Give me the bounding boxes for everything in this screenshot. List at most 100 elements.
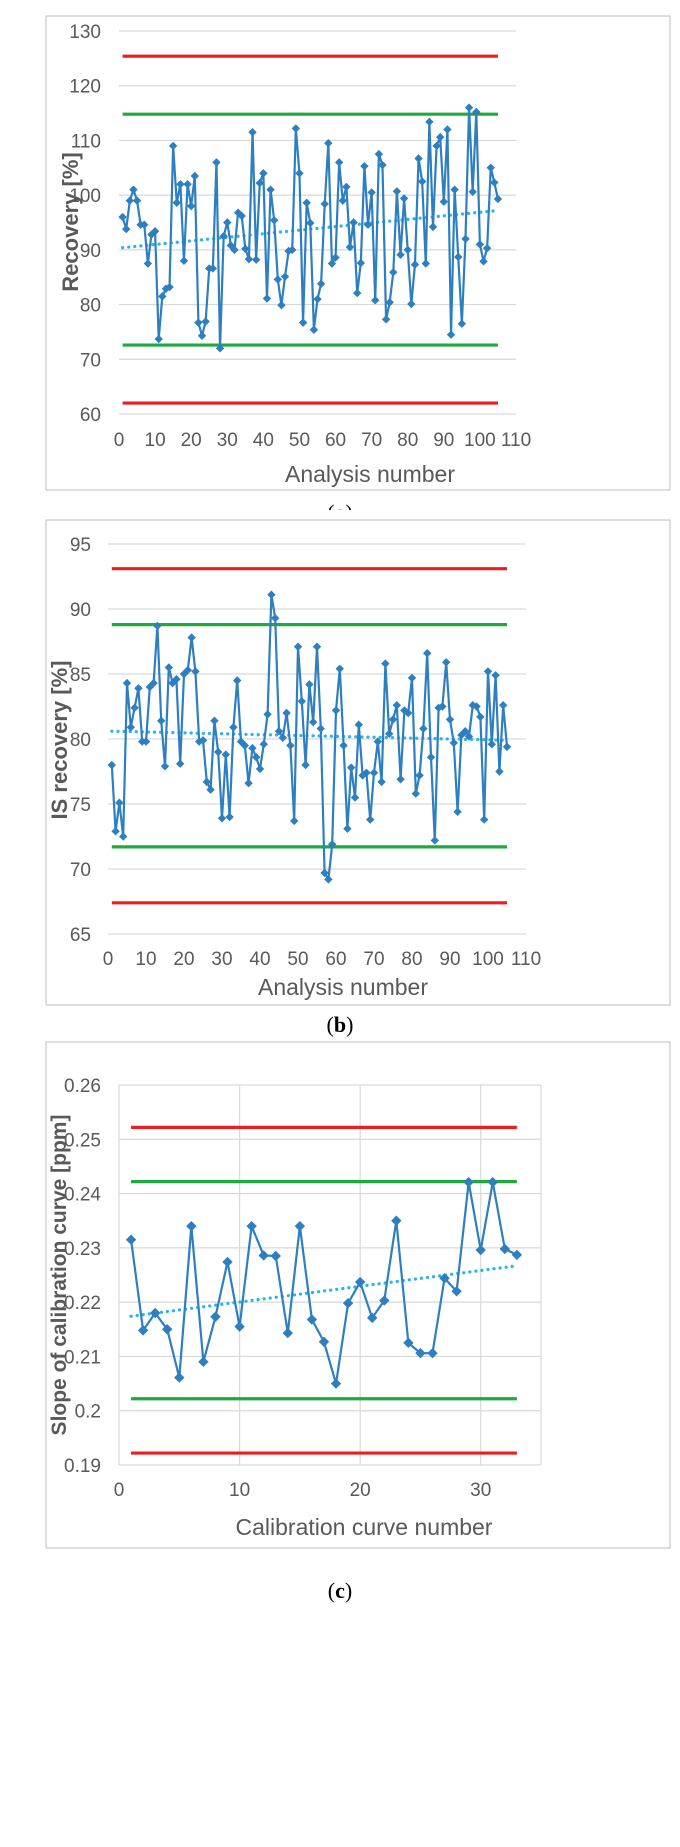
chart-a-point-100 [475,240,485,249]
chart-a-xticks: 0 10 20 30 40 50 60 70 80 90 100 110 [114,430,531,451]
chart-a-point-78 [396,250,405,259]
chart-a-xtick-label-11: 110 [501,430,531,451]
chart-b-point-34 [233,676,242,685]
chart-b-xtick-label-11: 110 [511,949,541,970]
chart-a-point-81 [407,299,416,309]
chart-a-point-92 [446,330,456,339]
chart-a-point-58 [324,138,333,148]
chart-a-point-3 [125,196,135,205]
chart-b-xtick-label-5: 50 [287,949,308,970]
chart-c-xtick-label-2: 20 [350,1480,371,1501]
chart-b-point-88 [438,702,447,711]
chart-a-point-57 [320,199,329,209]
chart-b-xtick-label-6: 60 [325,949,346,970]
chart-b-point-72 [377,777,386,787]
chart-a-point-73 [378,160,387,170]
chart-a-point-1 [118,212,127,222]
chart-a-point-27 [212,158,221,167]
chart-c-point-30 [475,1244,486,1256]
chart-b-point-64 [347,763,356,772]
chart-b-caption: (b) [327,1012,354,1037]
chart-b-point-62 [339,741,348,750]
chart-c-ytick-label-3: 0.22 [64,1293,101,1314]
chart-c-caption-label: c [335,1578,345,1603]
chart-a-point-76 [389,268,398,277]
chart-a-point-95 [457,319,467,328]
chart-a-point-80 [403,245,412,255]
chart-a-point-38 [251,255,261,264]
chart-a-point-18 [179,256,189,265]
chart-b-point-75 [388,715,398,724]
chart-c-xtick-label-3: 30 [470,1480,491,1501]
chart-c-trend [129,1264,519,1318]
chart-a-point-9 [147,230,156,239]
chart-a-limits [122,54,498,405]
chart-b-ytick-label-5: 90 [70,600,91,621]
chart-a-point-22 [194,318,203,327]
chart-a-point-12 [158,292,167,301]
chart-a-ytick-label-3: 90 [80,241,101,262]
chart-a-point-74 [381,315,391,324]
chart-a-point-30 [223,218,232,227]
chart-c-point-13 [270,1250,281,1262]
chart-a-point-11 [154,334,163,344]
chart-a-ytick-label-1: 70 [80,350,101,371]
chart-c-point-5 [174,1372,185,1383]
chart-a-point-60 [331,253,340,262]
chart-b-point-1 [107,760,116,770]
chart-a-point-23 [197,331,207,340]
chart-a-point-59 [327,259,337,268]
chart-c: 0.190.20.210.220.230.240.250.26 0 10 20 30 … [45,1041,671,1603]
chart-a-point-15 [168,141,178,151]
chart-a-point-19 [183,180,192,189]
chart-c-ytick-label-5: 0.24 [64,1185,101,1206]
chart-a-point-54 [309,325,319,334]
chart-c-ylabel: Slope of calibration curve [ppm] [48,1115,71,1436]
chart-b-trend [110,729,509,742]
chart-a-point-52 [302,198,311,208]
chart-b-xtick-label-9: 90 [439,949,460,970]
chart-c-frame [45,1041,671,1549]
chart-b-point-58 [324,875,333,884]
chart-b-ytick-label-4: 85 [70,665,91,686]
chart-a-ytick-label-5: 110 [71,131,101,152]
chart-c-point-10 [234,1321,245,1332]
chart-a-ylabel: Recovery [%] [58,152,83,291]
chart-a-point-2 [122,224,131,234]
chart-a-point-98 [468,187,477,197]
chart-a-point-10 [150,227,160,236]
chart-b-point-36 [240,741,249,750]
chart-b-point-99 [480,815,489,824]
chart-a-point-29 [219,231,228,241]
chart-a-point-66 [353,288,362,298]
chart-a-xtick-label-1: 10 [145,430,166,451]
chart-a-point-8 [143,259,153,268]
chart-a-point-28 [215,344,225,353]
chart-a-point-16 [172,198,181,208]
chart-b-point-30 [217,814,227,823]
chart-a-point-48 [288,245,297,255]
chart-a-frame [45,15,671,491]
chart-b-limits [111,567,507,905]
chart-b-point-69 [366,815,375,824]
chart-b-xtick-label-2: 20 [173,949,194,970]
chart-a-point-99 [472,107,481,117]
chart-a-point-64 [345,242,355,252]
chart-c-trendline [129,1264,519,1318]
chart-b-xtick-label-10: 100 [472,949,504,970]
chart-b-point-29 [214,747,223,757]
chart-a-point-36 [244,254,254,264]
chart-a-point-61 [334,158,344,167]
chart-a-point-88 [432,141,441,151]
chart-c-point-3 [149,1307,161,1319]
chart-b-point-97 [472,702,481,711]
chart-a-point-101 [479,257,488,266]
chart-a-point-39 [255,178,264,188]
chart-b-ytick-label-6: 95 [70,535,91,556]
chart-a-xtick-label-0: 0 [114,430,125,451]
chart-a-point-56 [316,279,326,288]
chart-a-ytick-label-0: 60 [80,405,101,426]
chart-b-xtick-label-8: 80 [401,949,422,970]
chart-a-point-50 [295,169,304,178]
chart-a-point-34 [237,211,246,221]
